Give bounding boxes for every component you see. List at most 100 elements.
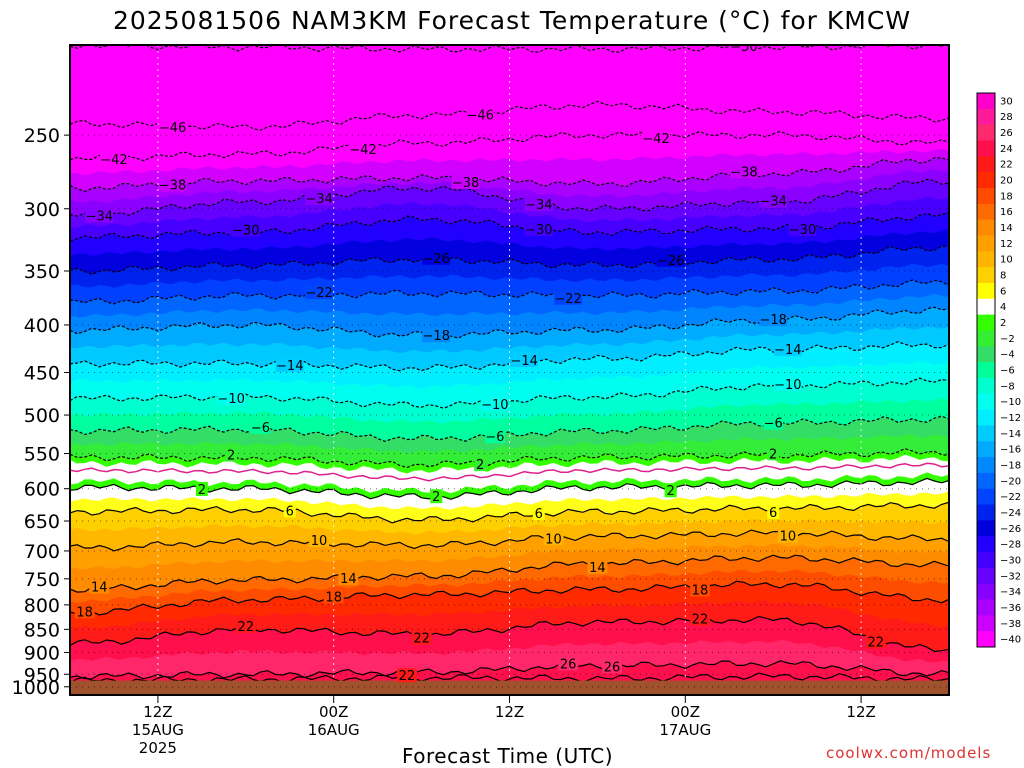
isotherm-line xyxy=(70,660,949,680)
colorbar-cell xyxy=(977,219,995,236)
isotherm-label-bg xyxy=(729,164,758,179)
isotherm-label: 22 xyxy=(867,635,884,650)
y-tick-label: 800 xyxy=(24,595,60,617)
isotherm-label: 6 xyxy=(286,504,294,519)
colorbar-cell xyxy=(977,599,995,616)
y-tick-label: 750 xyxy=(24,569,60,591)
isotherm-label: 6 xyxy=(535,507,543,522)
temperature-band xyxy=(70,361,949,409)
colorbar-cell xyxy=(977,187,995,205)
colorbar-cell xyxy=(977,267,995,284)
isotherm-label-bg xyxy=(602,659,623,674)
x-tick-year: 2025 xyxy=(139,739,177,757)
isotherm-label-bg xyxy=(767,446,780,461)
isotherm-label: −6 xyxy=(764,417,783,432)
colorbar-label: −16 xyxy=(1000,445,1021,456)
isotherm-label: 22 xyxy=(692,612,709,627)
y-tick-label: 600 xyxy=(24,479,60,501)
y-tick-label: 350 xyxy=(24,261,60,283)
isotherm-label: −18 xyxy=(759,313,786,328)
colorbar-label: 28 xyxy=(1000,112,1013,123)
y-tick-label: 700 xyxy=(24,541,60,563)
isotherm-label: −34 xyxy=(86,209,113,224)
y-tick-label: 650 xyxy=(24,511,60,533)
isotherm-label: 2 xyxy=(667,484,675,499)
isotherm-label: 2 xyxy=(198,483,206,498)
isotherm-line xyxy=(70,672,949,685)
colorbar-label: 22 xyxy=(1000,160,1013,171)
temperature-band xyxy=(70,75,949,131)
isotherm-line xyxy=(70,415,949,443)
isotherm-label: 18 xyxy=(692,584,709,599)
isotherm-label: −30 xyxy=(232,224,259,239)
colorbar-cell xyxy=(977,441,995,458)
isotherm-label-bg xyxy=(554,290,583,305)
colorbar-label: −40 xyxy=(1000,635,1021,646)
isotherm-label-bg xyxy=(759,312,788,327)
isotherm-label: 22 xyxy=(413,632,430,647)
temperature-band xyxy=(70,169,949,217)
temperature-band xyxy=(70,196,949,242)
x-tick-date: 15AUG xyxy=(132,721,184,739)
temperature-band xyxy=(70,118,949,161)
isotherm-label: 2 xyxy=(769,447,777,462)
isotherm-label: −34 xyxy=(759,195,786,210)
x-tick-label: 12Z xyxy=(143,703,172,721)
isotherm-label: −14 xyxy=(774,343,801,358)
y-tick-label: 300 xyxy=(24,199,60,221)
colorbar-label: 24 xyxy=(1000,144,1013,155)
colorbar-cell xyxy=(977,172,995,189)
isotherm-label-bg xyxy=(305,285,334,300)
colorbar-cell xyxy=(977,314,995,331)
colorbar-cell xyxy=(977,583,995,601)
x-tick-label: 00Z xyxy=(671,703,700,721)
isotherm-label: −34 xyxy=(305,192,332,207)
isotherm-label: −10 xyxy=(774,378,801,393)
colorbar-label: 2 xyxy=(1000,318,1006,329)
isotherm-label-bg xyxy=(773,341,802,356)
colorbar-cell xyxy=(977,251,995,268)
colorbar-cell xyxy=(977,472,995,490)
isotherm-line xyxy=(70,448,949,469)
isotherm-label: 18 xyxy=(325,590,342,605)
isotherm-label: −10 xyxy=(217,392,244,407)
isotherm-label-bg xyxy=(250,419,271,434)
isotherm-label-bg xyxy=(411,630,432,645)
colorbar-label: 10 xyxy=(1000,255,1013,266)
temperature-band xyxy=(70,519,949,551)
colorbar-label: 30 xyxy=(1000,96,1013,107)
isotherm-label-bg xyxy=(729,45,758,54)
isotherm-label-bg xyxy=(309,533,330,548)
isotherm-label-bg xyxy=(396,668,417,683)
isotherm-label: 2 xyxy=(476,458,484,473)
colorbar-label: 14 xyxy=(1000,223,1013,234)
isotherm-label-bg xyxy=(767,504,780,519)
isotherm-label: 10 xyxy=(311,534,328,549)
isotherm-label-bg xyxy=(759,193,788,208)
colorbar-cell xyxy=(977,504,995,521)
colorbar-label: 6 xyxy=(1000,286,1006,297)
colorbar-label: 4 xyxy=(1000,302,1006,313)
isotherm-label: 14 xyxy=(589,561,606,576)
y-tick-label: 550 xyxy=(24,444,60,466)
colorbar-cell xyxy=(977,298,995,316)
colorbar-cell xyxy=(977,536,995,553)
isotherm-label: −38 xyxy=(452,176,479,191)
colorbar-cell xyxy=(977,393,995,411)
isotherm-label-bg xyxy=(158,120,187,135)
isotherm-label-bg xyxy=(225,447,238,462)
isotherm-label: 22 xyxy=(399,669,416,684)
y-tick-label: 1000 xyxy=(12,677,60,699)
isotherm-label-bg xyxy=(664,483,677,498)
isotherm-label: −22 xyxy=(305,286,332,301)
y-tick-label: 450 xyxy=(24,363,60,385)
isotherm-label: 2 xyxy=(432,490,440,505)
isotherm-label-bg xyxy=(466,107,495,122)
colorbar-cell xyxy=(977,552,995,569)
isotherm-label-bg xyxy=(777,528,798,543)
isotherm-label-bg xyxy=(430,489,443,504)
x-tick-date: 16AUG xyxy=(308,721,360,739)
temperature-band xyxy=(70,639,949,679)
colorbar-label: −22 xyxy=(1000,492,1021,503)
colorbar-cell xyxy=(977,282,995,300)
